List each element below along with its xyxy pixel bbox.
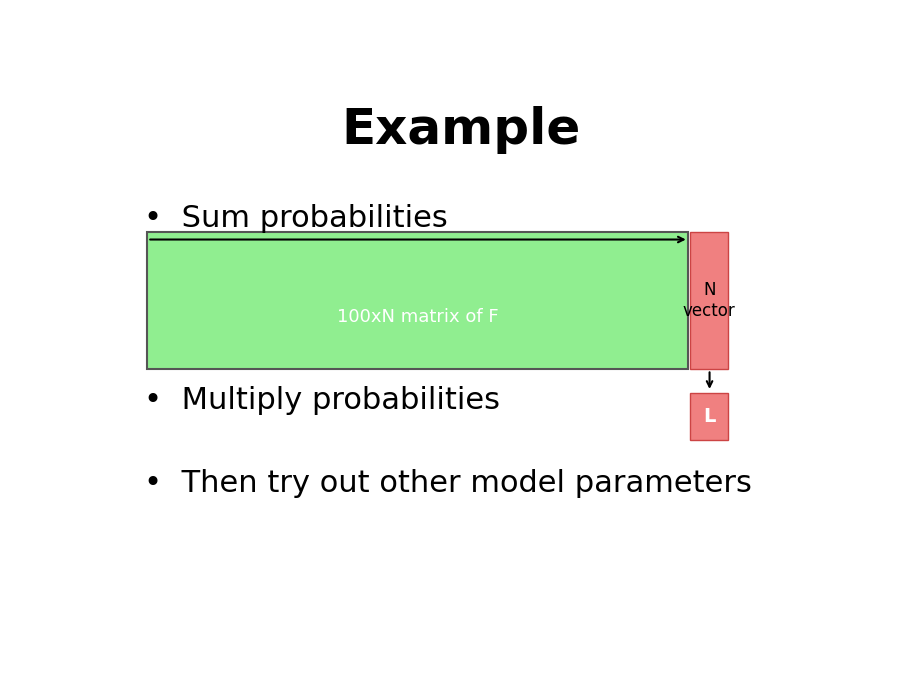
Text: Example: Example [342, 107, 580, 155]
Text: L: L [703, 407, 716, 426]
Bar [148, 232, 688, 369]
Bar [690, 393, 728, 439]
Text: •  Then try out other model parameters: • Then try out other model parameters [144, 469, 751, 498]
Text: •  Multiply probabilities: • Multiply probabilities [144, 386, 500, 415]
Bar [690, 232, 728, 369]
Text: •  Sum probabilities: • Sum probabilities [144, 205, 447, 234]
Text: 100xN matrix of F: 100xN matrix of F [337, 308, 499, 326]
Text: N
vector: N vector [683, 281, 735, 320]
